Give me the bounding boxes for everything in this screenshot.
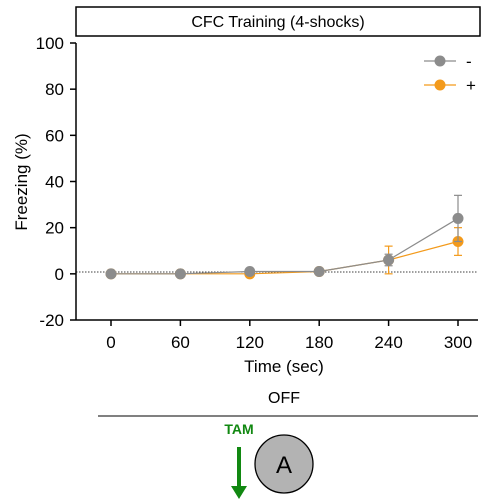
data-point	[383, 254, 395, 266]
data-point	[452, 212, 464, 224]
series-line	[111, 217, 459, 275]
y-tick-label: -20	[39, 311, 64, 330]
data-point	[244, 266, 256, 278]
data-point	[105, 268, 117, 280]
legend-label: +	[466, 76, 476, 95]
x-axis-label: Time (sec)	[244, 357, 324, 376]
series	[105, 194, 464, 280]
x-tick-label: 60	[171, 333, 190, 352]
x-tick-label: 180	[305, 333, 333, 352]
x-tick-label: 240	[374, 333, 402, 352]
tam-label: TAM	[224, 421, 253, 437]
x-tick-label: 0	[106, 333, 115, 352]
legend-label: -	[466, 52, 472, 71]
y-tick-label: 40	[45, 173, 64, 192]
group-circle-icon	[254, 434, 314, 494]
x-tick-label: 120	[236, 333, 264, 352]
y-tick-label: 20	[45, 219, 64, 238]
plot-area	[105, 194, 464, 280]
y-tick-label: 60	[45, 126, 64, 145]
y-tick-label: 0	[55, 265, 64, 284]
down-arrow-icon	[231, 447, 247, 499]
legend-marker	[434, 55, 446, 67]
x-tick-label: 300	[444, 333, 472, 352]
data-point	[313, 266, 325, 278]
data-point	[174, 268, 186, 280]
condition-label: OFF	[268, 390, 300, 407]
legend: -+	[424, 52, 476, 95]
y-tick-label: 80	[45, 80, 64, 99]
group-circle-label: A	[276, 452, 292, 479]
axis-ticks: -20 0 20 40 60 80 100 0 60 120 180 240 300	[36, 34, 473, 352]
chart-title: CFC Training (4-shocks)	[191, 14, 364, 31]
series-line	[111, 240, 459, 275]
y-tick-label: 100	[36, 34, 64, 53]
legend-marker	[434, 79, 446, 91]
y-axis-label: Freezing (%)	[12, 133, 31, 230]
chart-title-box	[75, 6, 481, 37]
